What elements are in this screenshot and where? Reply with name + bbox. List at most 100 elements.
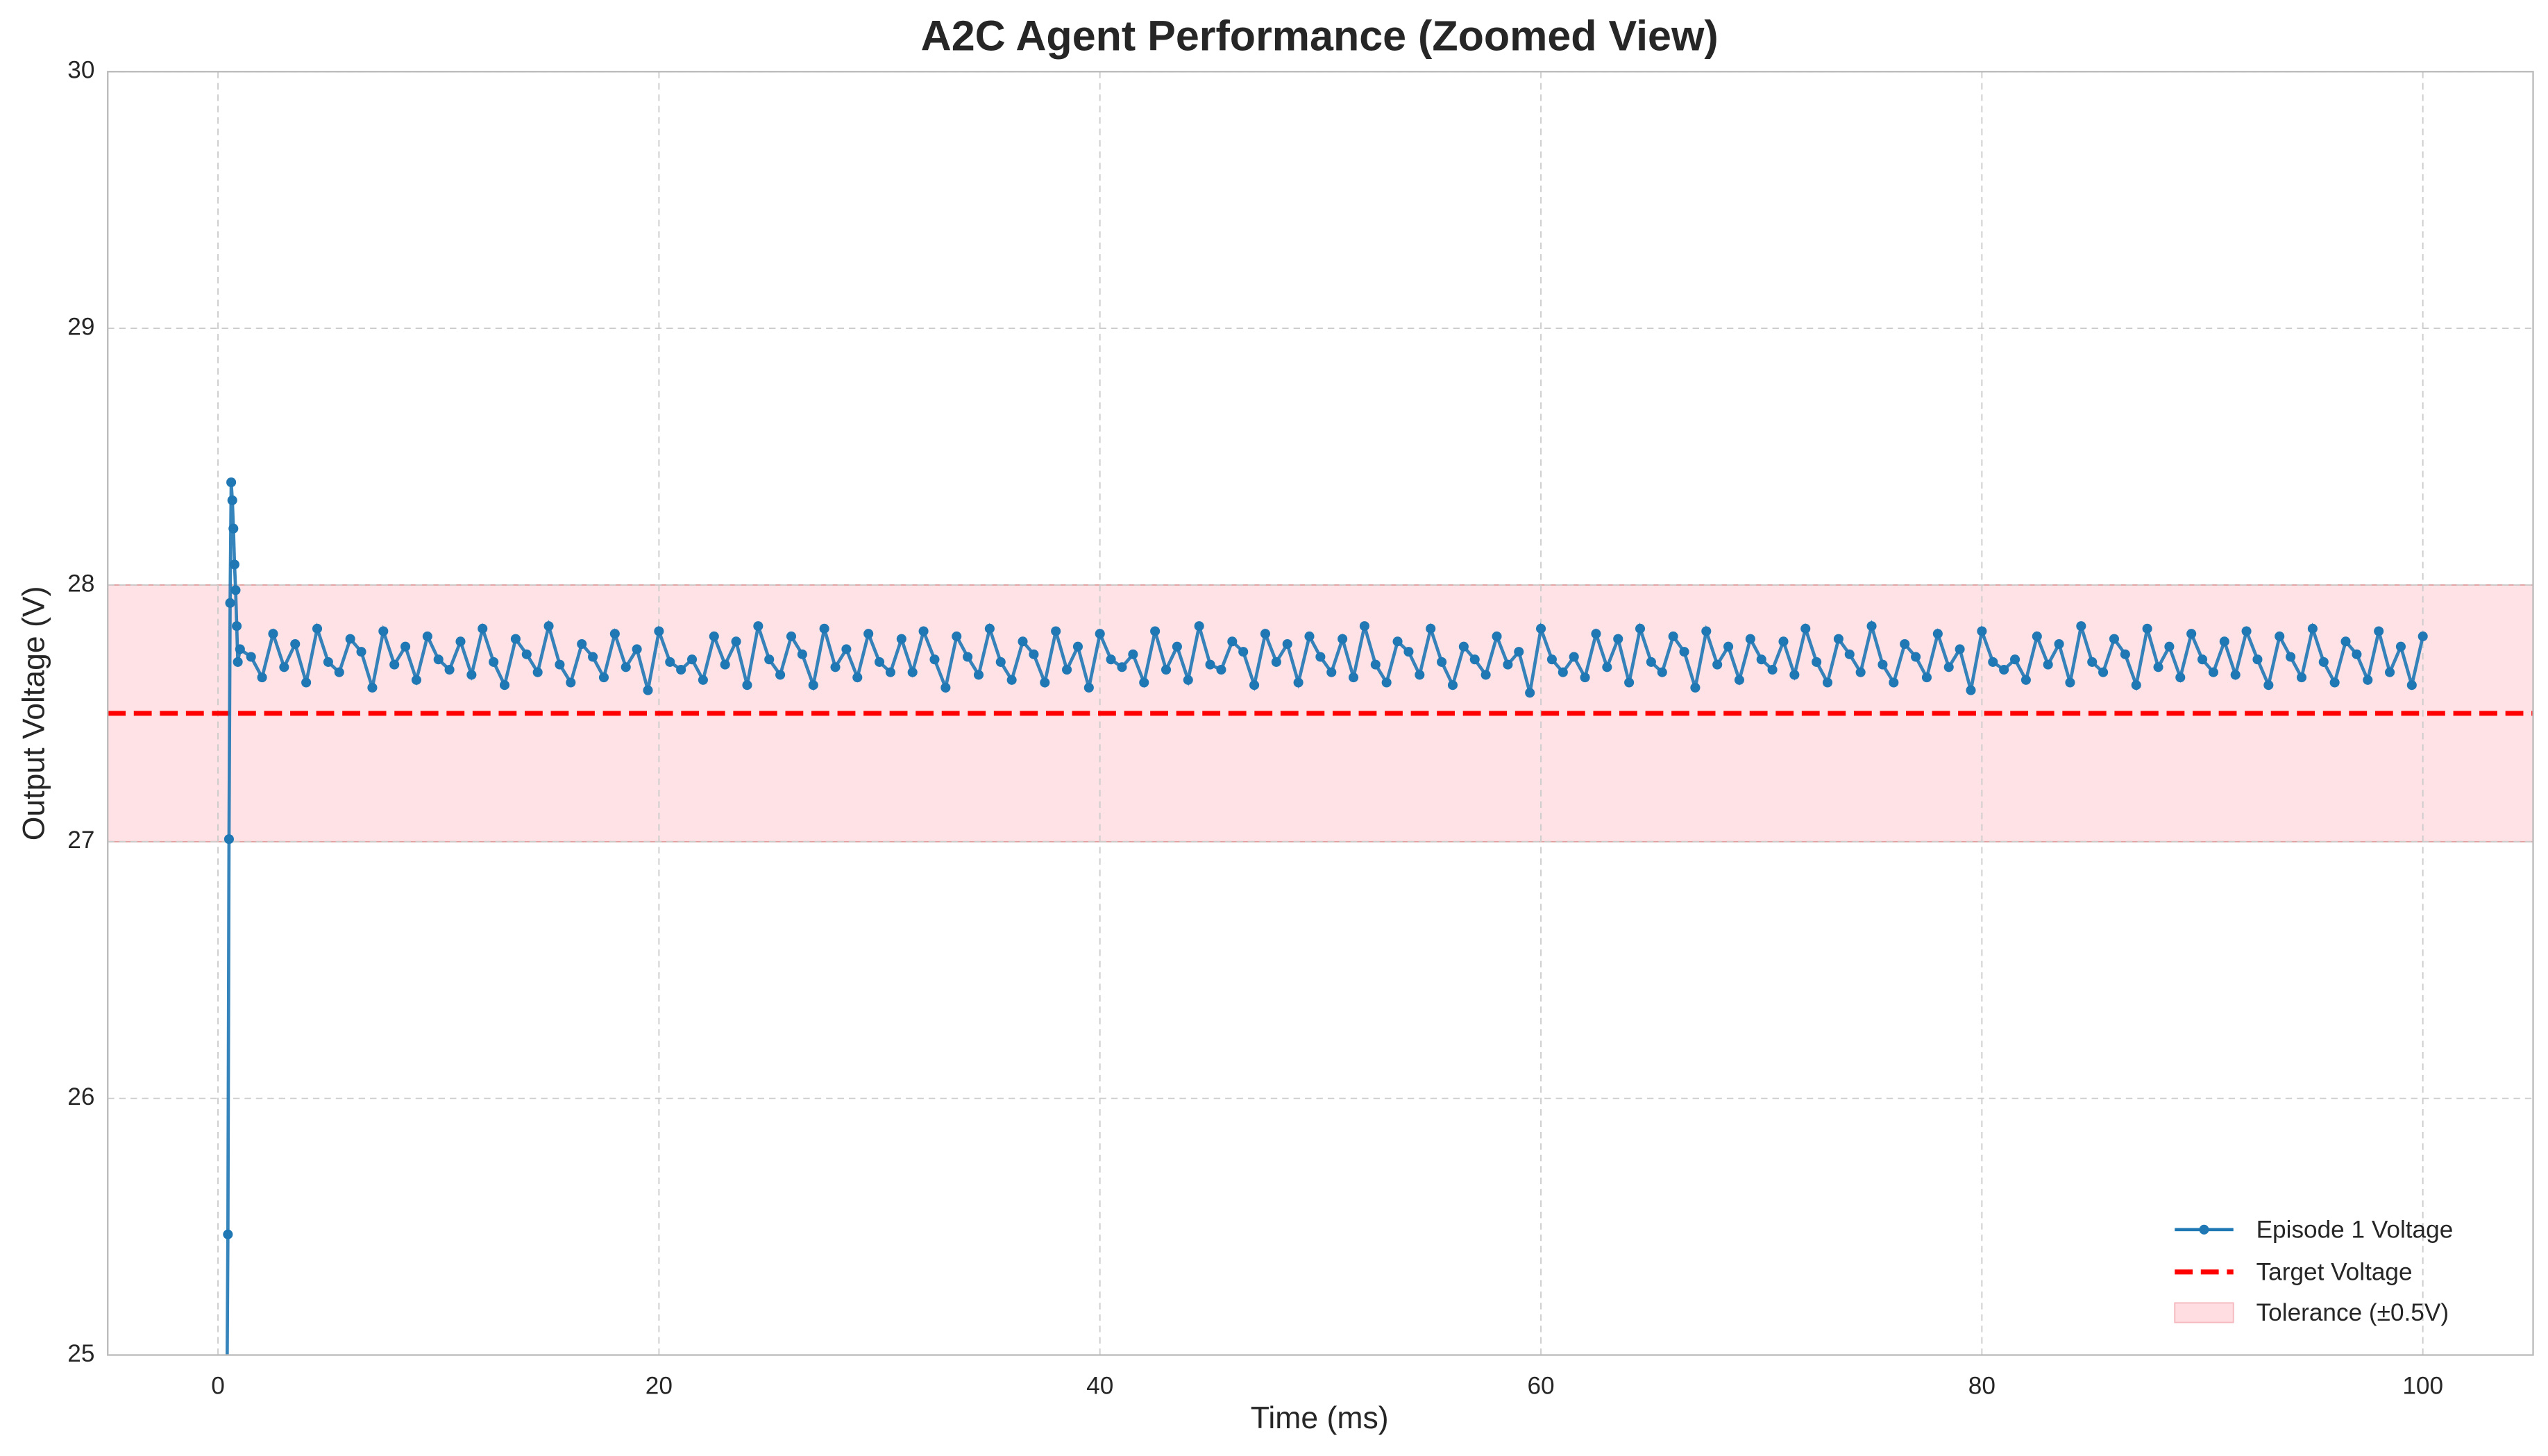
data-point xyxy=(1943,662,1954,672)
data-point xyxy=(609,629,620,639)
data-point xyxy=(367,682,378,693)
data-point xyxy=(1458,641,1469,652)
data-point xyxy=(841,644,852,654)
data-point xyxy=(643,685,653,695)
data-point xyxy=(1128,649,1138,659)
y-tick-label: 29 xyxy=(67,313,94,340)
data-point xyxy=(1679,647,1689,657)
data-point xyxy=(2363,675,2373,685)
data-point xyxy=(1381,677,1392,688)
legend-patch xyxy=(2174,1302,2234,1323)
x-tick-label: 100 xyxy=(2402,1373,2443,1400)
data-point xyxy=(229,559,239,570)
data-point xyxy=(411,675,421,685)
data-point xyxy=(731,636,741,647)
data-point xyxy=(356,647,366,657)
data-point xyxy=(621,662,631,672)
data-point xyxy=(521,649,532,659)
data-point xyxy=(2374,626,2384,636)
data-point xyxy=(1701,626,1712,636)
data-point xyxy=(676,664,686,675)
data-point xyxy=(742,680,752,691)
data-point xyxy=(2009,654,2020,665)
data-point xyxy=(1238,647,1249,657)
data-point xyxy=(753,621,763,632)
data-point xyxy=(389,659,400,670)
data-point xyxy=(577,638,587,650)
data-point xyxy=(1767,664,1778,675)
data-point xyxy=(466,670,477,680)
data-point xyxy=(1083,682,1094,693)
data-point xyxy=(863,629,874,639)
data-point xyxy=(1789,670,1800,680)
data-point xyxy=(226,477,237,488)
data-point xyxy=(1403,647,1414,657)
data-point xyxy=(1172,641,1182,652)
data-point xyxy=(223,834,234,845)
data-point xyxy=(686,654,698,665)
legend-label: Episode 1 Voltage xyxy=(2256,1216,2454,1243)
data-point xyxy=(1558,667,1568,677)
data-point xyxy=(2032,631,2042,641)
data-point xyxy=(1315,652,1326,662)
data-point xyxy=(1415,670,1425,680)
data-point xyxy=(2230,670,2241,680)
data-point xyxy=(963,652,973,662)
data-point xyxy=(233,657,243,667)
data-point xyxy=(1183,675,1193,685)
data-point xyxy=(1624,677,1635,688)
data-point xyxy=(709,631,719,641)
data-point xyxy=(2153,662,2163,672)
data-point xyxy=(478,623,488,634)
data-point xyxy=(378,626,389,636)
data-point xyxy=(1855,667,1866,677)
data-point xyxy=(1734,675,1744,685)
data-point xyxy=(1546,654,1557,665)
data-point xyxy=(1326,667,1337,677)
data-point xyxy=(1348,672,1359,683)
data-point xyxy=(1161,664,1172,675)
data-point xyxy=(1977,626,1987,636)
data-point xyxy=(2175,672,2186,683)
x-tick-label: 20 xyxy=(646,1373,673,1400)
data-point xyxy=(1029,649,1039,659)
data-point xyxy=(1690,682,1701,693)
data-point xyxy=(312,623,323,634)
data-point xyxy=(632,644,642,654)
data-point xyxy=(2275,631,2285,641)
data-point xyxy=(246,652,256,662)
data-point xyxy=(1447,680,1458,691)
data-point xyxy=(1756,654,1766,665)
x-tick-label: 0 xyxy=(211,1373,225,1400)
plot-area xyxy=(223,477,2428,1355)
data-point xyxy=(1260,629,1271,639)
data-point xyxy=(2131,680,2141,691)
data-point xyxy=(2296,672,2307,683)
y-tick-label: 28 xyxy=(67,570,94,597)
data-point xyxy=(1833,634,1843,644)
data-point xyxy=(885,667,895,677)
data-point xyxy=(1966,685,1976,695)
data-point xyxy=(1635,623,1646,634)
data-point xyxy=(1812,657,1822,667)
legend-label: Target Voltage xyxy=(2256,1258,2413,1285)
data-point xyxy=(952,631,962,641)
data-point xyxy=(2065,677,2075,688)
x-tick-label: 80 xyxy=(1968,1373,1996,1400)
data-point xyxy=(1304,631,1315,641)
data-point xyxy=(510,634,521,644)
data-point xyxy=(2286,652,2296,662)
data-point xyxy=(918,626,929,636)
data-point xyxy=(2318,657,2329,667)
x-tick-label: 60 xyxy=(1527,1373,1554,1400)
data-point xyxy=(1006,675,1017,685)
data-point xyxy=(422,631,432,641)
data-point xyxy=(1194,621,1204,632)
data-point xyxy=(775,670,786,680)
data-point xyxy=(1569,652,1579,662)
data-point xyxy=(1921,672,1932,683)
data-point xyxy=(1492,631,1502,641)
data-point xyxy=(2208,667,2218,677)
